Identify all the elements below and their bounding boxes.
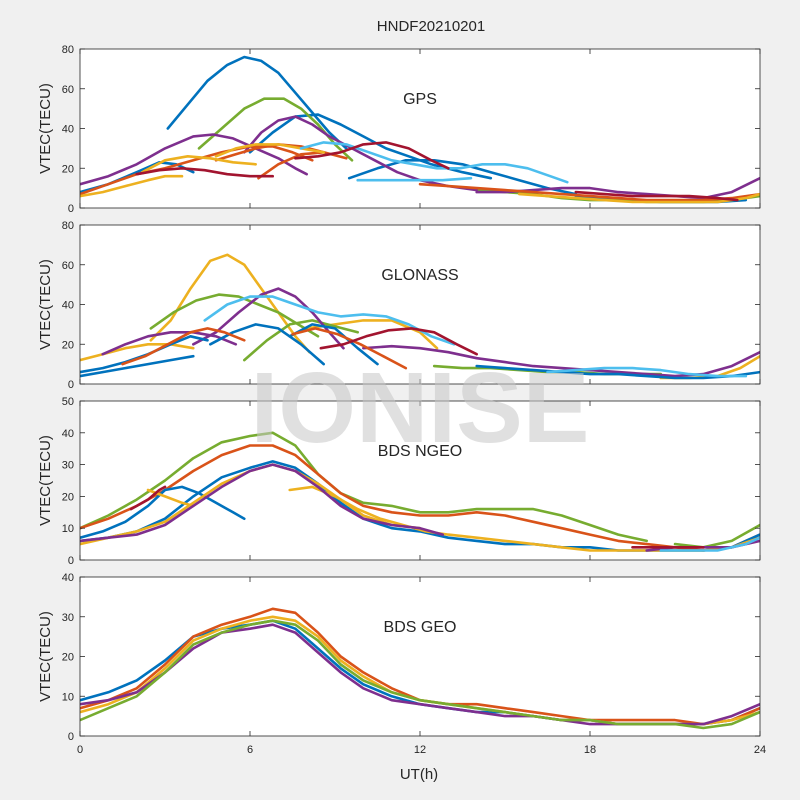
y-tick-label: 80 [62, 44, 74, 56]
y-tick-label: 60 [62, 84, 74, 96]
y-tick-label: 40 [62, 428, 74, 440]
plot-area [80, 401, 760, 560]
y-tick-label: 20 [62, 339, 74, 351]
y-tick-label: 0 [68, 731, 74, 743]
x-tick-label: 12 [414, 744, 426, 756]
x-tick-label: 6 [247, 744, 253, 756]
series-line [80, 619, 760, 730]
x-tick-label: 18 [584, 744, 596, 756]
panel-label: GLONASS [381, 267, 458, 284]
series-group [80, 55, 760, 204]
y-tick-label: 40 [62, 124, 74, 136]
y-tick-label: 50 [62, 396, 74, 408]
series-line [135, 167, 274, 178]
series-line [356, 176, 473, 182]
watermark: IONISE [251, 352, 590, 464]
series-line [80, 145, 314, 196]
series-line [129, 485, 167, 511]
series-line [546, 366, 748, 378]
series-line [149, 253, 311, 354]
series-line [659, 536, 760, 552]
y-tick-label: 0 [68, 555, 74, 567]
series-line [80, 463, 444, 543]
series-line [248, 113, 493, 180]
panel-label: BDS NGEO [378, 443, 462, 460]
y-tick-label: 80 [62, 220, 74, 232]
series-line [203, 295, 456, 346]
x-tick-label: 24 [754, 744, 766, 756]
y-axis-label: VTEC(TECU) [37, 259, 54, 350]
series-line [418, 182, 760, 202]
series-line [80, 444, 760, 552]
series-line [121, 327, 246, 366]
series-line [475, 364, 760, 380]
y-tick-label: 20 [62, 491, 74, 503]
series-line [291, 327, 408, 370]
y-axis-label: VTEC(TECU) [37, 611, 54, 702]
panel-label: BDS GEO [384, 619, 457, 636]
series-line [574, 190, 739, 202]
series-line [80, 607, 760, 726]
panel-2: 0 10 20 30 40 50 VTEC(TECU) BDS NGEO [37, 396, 761, 567]
series-line [299, 141, 569, 184]
y-tick-label: 20 [62, 163, 74, 175]
chart-title: HNDF20210201 [377, 18, 485, 35]
series-line [80, 174, 184, 198]
y-tick-label: 10 [62, 691, 74, 703]
series-group [80, 607, 760, 730]
series-line [80, 354, 195, 378]
y-tick-label: 0 [68, 203, 74, 215]
series-line [149, 293, 320, 338]
series-line [294, 141, 450, 170]
series-line [80, 431, 648, 543]
y-tick-label: 30 [62, 612, 74, 624]
panel-1: 0 20 40 60 80 VTEC(TECU) GLONASS [37, 220, 761, 391]
series-line [141, 155, 257, 174]
y-tick-label: 20 [62, 652, 74, 664]
series-group [80, 253, 760, 380]
series-line [288, 323, 379, 366]
y-tick-label: 60 [62, 260, 74, 272]
series-line [80, 485, 246, 539]
panel-label: GPS [403, 91, 437, 108]
series-line [319, 327, 478, 356]
y-tick-label: 10 [62, 523, 74, 535]
y-tick-label: 0 [68, 379, 74, 391]
panel-3: 0 10 20 30 40 0 6 12 18 24 VTEC(TECU) BDS GEO [37, 572, 766, 756]
series-line [214, 143, 325, 158]
x-tick-label: 0 [77, 744, 83, 756]
y-tick-label: 40 [62, 572, 74, 584]
series-group [80, 431, 760, 552]
series-line [80, 343, 195, 362]
series-line [166, 55, 348, 150]
panel-0: 0 20 40 60 80 VTEC(TECU) GPS [37, 44, 761, 215]
plot-area [80, 577, 760, 736]
series-line [257, 151, 325, 180]
y-tick-label: 40 [62, 300, 74, 312]
series-line [673, 523, 760, 549]
y-axis-label: VTEC(TECU) [37, 435, 54, 526]
series-line [101, 331, 238, 356]
x-axis-label: UT(h) [400, 766, 438, 783]
y-axis-label: VTEC(TECU) [37, 83, 54, 174]
series-line [243, 319, 359, 362]
y-tick-label: 30 [62, 460, 74, 472]
